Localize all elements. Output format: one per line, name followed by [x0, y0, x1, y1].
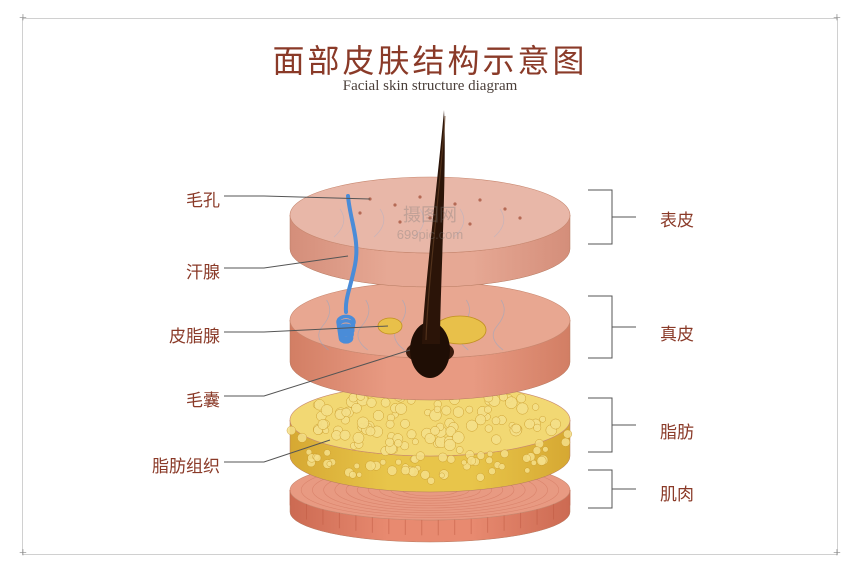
left-label-1: 汗腺: [110, 258, 220, 283]
left-label-3: 毛囊: [110, 386, 220, 411]
left-label-4: 脂肪组织: [110, 452, 220, 477]
right-label-0: 表皮: [660, 206, 694, 231]
left-label-2: 皮脂腺: [110, 322, 220, 347]
left-label-0: 毛孔: [110, 186, 220, 211]
skin-diagram: [0, 0, 860, 573]
right-label-1: 真皮: [660, 320, 694, 345]
right-label-3: 肌肉: [660, 480, 694, 505]
right-label-2: 脂肪: [660, 418, 694, 443]
